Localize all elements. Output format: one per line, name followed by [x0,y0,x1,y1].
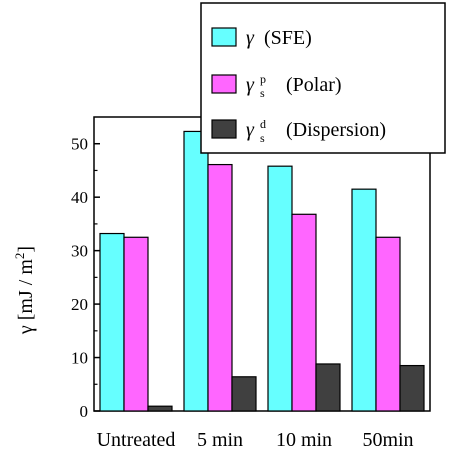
x-category-label: 5 min [197,429,243,451]
legend-subscript: s [260,86,265,100]
x-category-label: 50min [362,429,413,451]
bar-dispersion [315,363,341,412]
bar-polar [375,236,401,412]
legend-swatch [211,74,237,94]
legend-label: (SFE) [264,27,312,49]
legend-superscript: d [260,117,266,131]
legend-symbol: γ [246,119,255,141]
y-tick-label: 30 [71,242,88,261]
bar-dispersion [399,364,425,412]
y-tick-label: 40 [71,188,88,207]
y-tick-label: 20 [71,295,88,314]
legend-swatch [211,119,237,139]
legend-symbol: γ [246,27,255,49]
bar-group [99,130,425,412]
x-category-label: Untreated [97,429,176,451]
legend-label: (Dispersion) [286,119,386,141]
x-axis-categories: Untreated 5 min 10 min 50min [97,429,414,451]
y-axis-label-main: γ [mJ / m [15,259,37,335]
y-tick-label: 50 [71,135,88,154]
bar-sfe [99,232,125,412]
y-axis-ticks: 0 10 20 30 40 50 [71,135,100,421]
bar-sfe [267,165,293,412]
bar-sfe [183,130,209,412]
legend: γ (SFE)γ ps (Polar)γ ds (Dispersion) [200,2,446,154]
y-axis-label-sup: 2 [12,253,27,260]
bar-polar [291,213,317,412]
legend-box [200,2,446,154]
legend-superscript: p [260,72,266,86]
bar-polar [123,236,149,412]
y-tick-label: 0 [80,402,89,421]
legend-swatch [211,27,237,47]
bar-polar [207,163,233,412]
legend-symbol: γ [246,74,255,96]
y-tick-label: 10 [71,349,88,368]
y-axis-label: γ [mJ / m2] [12,246,37,335]
legend-subscript: s [260,131,265,145]
bar-dispersion [147,405,173,412]
bar-sfe [351,188,377,412]
y-axis-label-tail: ] [15,246,37,253]
bar-dispersion [231,376,257,412]
x-category-label: 10 min [276,429,332,451]
legend-label: (Polar) [286,74,342,96]
